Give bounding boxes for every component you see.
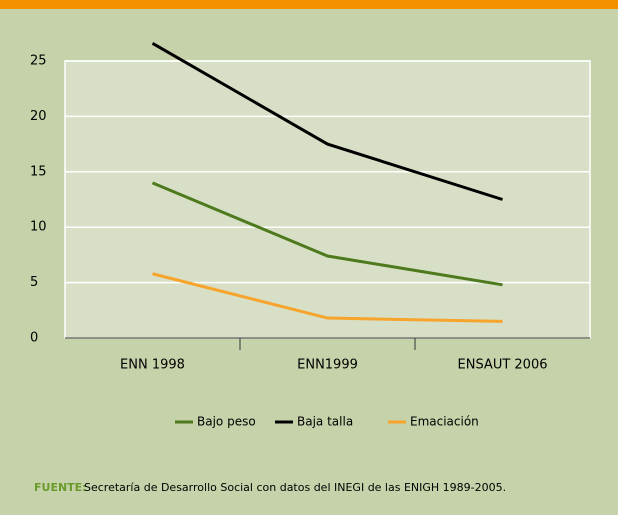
legend-label: Emaciación xyxy=(410,415,479,429)
legend-label: Bajo peso xyxy=(197,415,256,429)
series-line xyxy=(151,181,503,287)
source-label: FUENTE: xyxy=(34,481,87,494)
y-tick-label: 20 xyxy=(30,109,47,124)
x-tick-label: ENN 1998 xyxy=(120,358,185,373)
y-tick-label: 0 xyxy=(30,331,38,346)
y-tick-label: 15 xyxy=(30,164,47,179)
y-tick-label: 5 xyxy=(30,275,38,290)
x-tick-label: ENSAUT 2006 xyxy=(458,358,548,373)
plot-area xyxy=(64,60,591,339)
y-tick-label: 10 xyxy=(30,220,47,235)
top-bar xyxy=(0,0,618,9)
legend-label: Baja talla xyxy=(297,415,353,429)
y-tick-label: 25 xyxy=(30,54,47,69)
source-text: Secretaría de Desarrollo Social con dato… xyxy=(84,481,506,494)
series-line xyxy=(151,41,503,201)
series-line xyxy=(152,272,503,323)
x-tick-label: ENN1999 xyxy=(297,358,358,373)
